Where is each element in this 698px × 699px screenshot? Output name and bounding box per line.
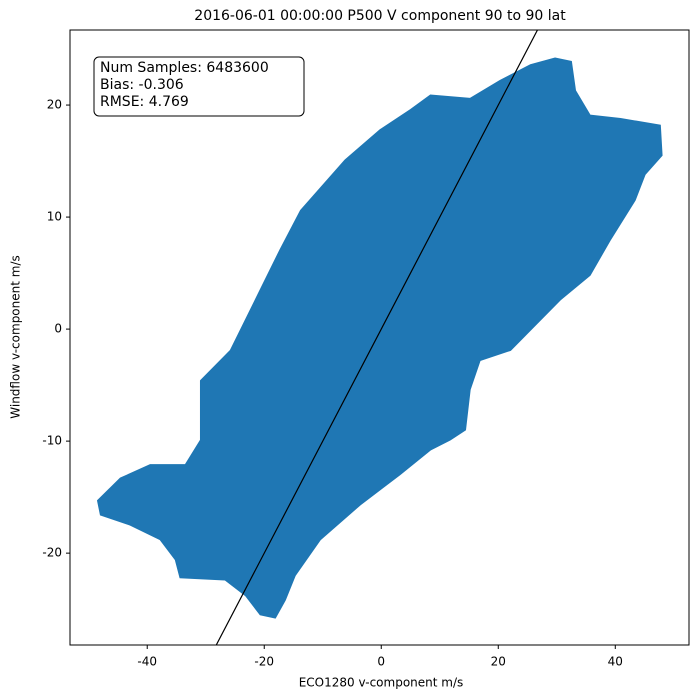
x-axis-label: ECO1280 v-component m/s — [299, 676, 464, 690]
y-tick-label: -10 — [42, 434, 62, 448]
axes-frame — [69, 29, 690, 646]
plot-area — [96, 30, 663, 645]
annotation-text: RMSE: 4.769 — [100, 94, 189, 110]
x-tick-label: 0 — [377, 655, 385, 669]
x-tick-label: 20 — [491, 655, 506, 669]
annotation-box — [93, 56, 305, 117]
y-tick-label: 10 — [47, 210, 62, 224]
y-tick-label: 20 — [47, 98, 62, 112]
x-tick-label: 40 — [608, 655, 623, 669]
chart-title: 2016-06-01 00:00:00 P500 V component 90 … — [194, 8, 566, 24]
x-tick-label: -20 — [254, 655, 274, 669]
annotation-text: Num Samples: 6483600 — [100, 60, 269, 76]
y-tick-label: 0 — [54, 322, 62, 336]
annotation-text: Bias: -0.306 — [100, 77, 184, 93]
y-tick-label: -20 — [42, 546, 62, 560]
identity-line — [215, 30, 538, 645]
scatter-cloud — [96, 57, 663, 619]
y-axis-label: Windflow v-component m/s — [9, 255, 23, 418]
x-tick-label: -40 — [137, 655, 157, 669]
